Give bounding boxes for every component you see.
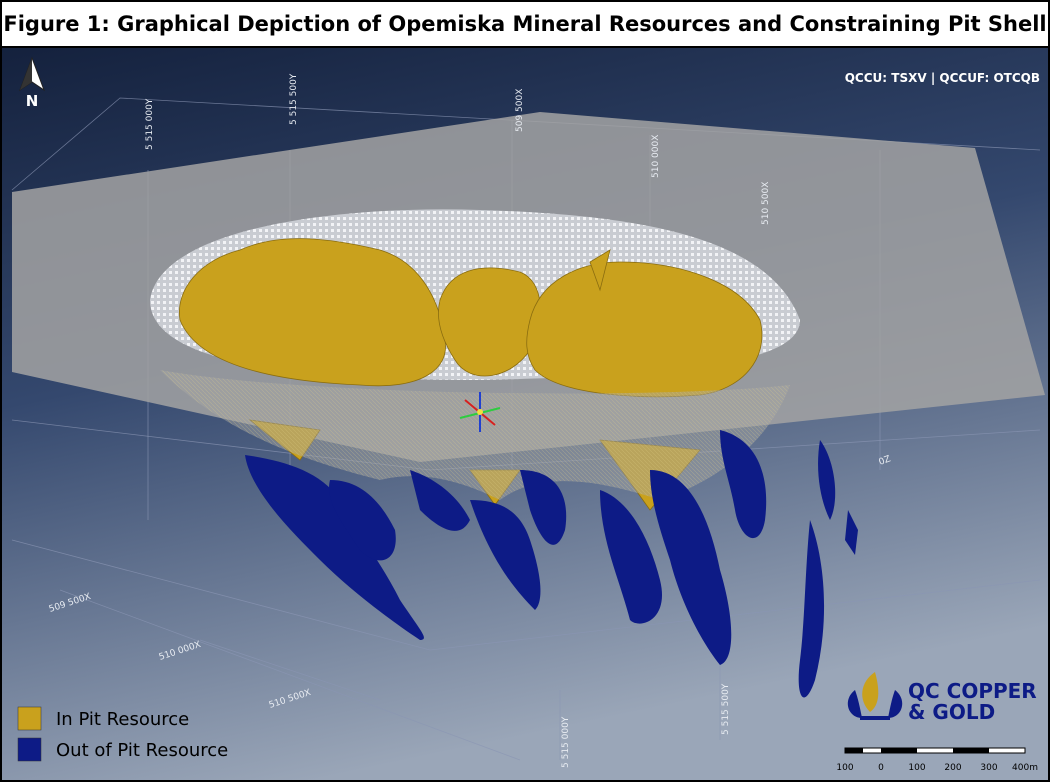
north-arrow: N: [18, 56, 46, 110]
grid-labels: 5 515 000Y 5 515 500Y 509 500X 510 000X …: [48, 73, 892, 768]
grid-label: 5 515 500Y: [721, 683, 731, 735]
grid-label: 0Z: [878, 454, 893, 467]
scale-label: 100: [908, 763, 925, 773]
grid-label: 509 500X: [515, 89, 525, 132]
grid-label: 510 000X: [651, 135, 661, 178]
axis-gizmo: [459, 392, 501, 432]
north-label: N: [26, 92, 39, 110]
logo-line-2: & GOLD: [908, 700, 995, 724]
legend-label: In Pit Resource: [56, 709, 189, 730]
ticker: QCCU: TSXV | QCCUF: OTCQB: [845, 71, 1040, 85]
legend: In Pit Resource Out of Pit Resource: [17, 706, 228, 762]
scale-bar: 100 0 100 200 300 400m: [836, 747, 1038, 773]
title: Figure 1: Graphical Depiction of Opemisk…: [3, 12, 1046, 36]
scale-label: 400m: [1012, 763, 1038, 773]
pit-shell-cone: [160, 370, 790, 500]
logo: QC COPPER & GOLD: [847, 672, 1037, 724]
scale-label: 0: [878, 763, 884, 773]
legend-label: Out of Pit Resource: [56, 740, 228, 761]
title-bar: [0, 0, 1050, 48]
logo-line-1: QC COPPER: [908, 679, 1037, 703]
grid-label: 5 515 500Y: [289, 73, 299, 125]
out-of-pit-resource: [245, 430, 858, 698]
scale-label: 300: [980, 763, 997, 773]
scale-label: 100: [836, 763, 853, 773]
scale-label: 200: [944, 763, 961, 773]
legend-swatch: [17, 706, 42, 731]
grid-label: 5 515 000Y: [561, 716, 571, 768]
legend-swatch: [17, 737, 42, 762]
grid-label: 5 515 000Y: [145, 98, 155, 150]
grid-label: 510 500X: [761, 182, 771, 225]
